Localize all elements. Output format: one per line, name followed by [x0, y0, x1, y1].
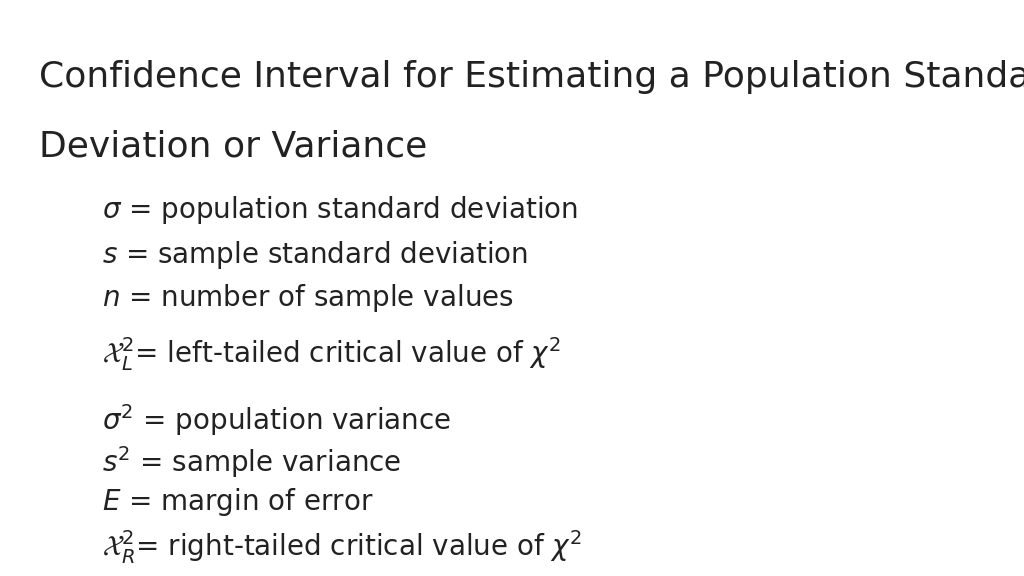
- Text: $E$ = margin of error: $E$ = margin of error: [102, 486, 374, 518]
- Text: $n$ = number of sample values: $n$ = number of sample values: [102, 282, 514, 314]
- Text: $\mathcal{X}_R^2$= right-tailed critical value of $\chi^2$: $\mathcal{X}_R^2$= right-tailed critical…: [102, 528, 583, 566]
- Text: $s$ = sample standard deviation: $s$ = sample standard deviation: [102, 238, 528, 271]
- Text: Confidence Interval for Estimating a Population Standard: Confidence Interval for Estimating a Pop…: [39, 60, 1024, 94]
- Text: $\sigma^2$ = population variance: $\sigma^2$ = population variance: [102, 403, 452, 438]
- Text: $\sigma$ = population standard deviation: $\sigma$ = population standard deviation: [102, 194, 579, 226]
- Text: Deviation or Variance: Deviation or Variance: [39, 130, 427, 164]
- Text: $\mathcal{X}_L^2$= left-tailed critical value of $\chi^2$: $\mathcal{X}_L^2$= left-tailed critical …: [102, 335, 561, 373]
- Text: $s^2$ = sample variance: $s^2$ = sample variance: [102, 444, 401, 480]
